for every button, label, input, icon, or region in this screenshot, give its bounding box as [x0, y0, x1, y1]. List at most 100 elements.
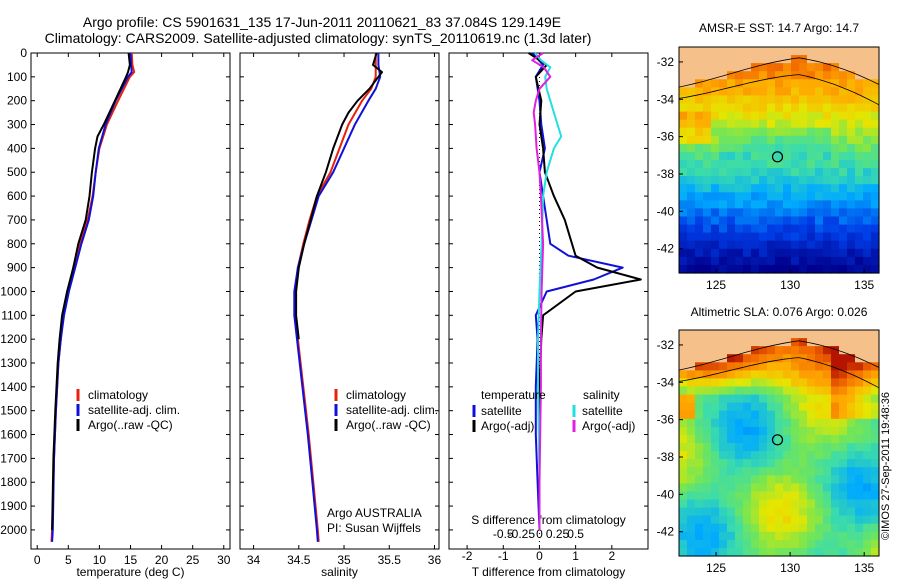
- map-cell: [695, 111, 704, 121]
- map-cell: [703, 127, 712, 137]
- map-cell: [679, 95, 688, 105]
- map-cell: [791, 79, 800, 88]
- map-cell: [839, 184, 848, 193]
- map-cell: [735, 483, 744, 493]
- map-cell: [759, 168, 768, 177]
- map-cell: [727, 168, 736, 177]
- map-cell: [791, 499, 800, 509]
- map-cell: [799, 151, 808, 161]
- map-cell: [759, 483, 768, 493]
- map-cell: [727, 491, 736, 501]
- map-cell: [823, 362, 832, 371]
- map-cell: [799, 160, 808, 169]
- map-cell: [799, 443, 808, 452]
- map-cell: [679, 539, 688, 549]
- series-line-difference-4: [531, 52, 552, 530]
- map-cell: [719, 451, 728, 460]
- map-cell: [863, 539, 872, 549]
- map-cell: [735, 475, 744, 484]
- map-cell: [807, 443, 816, 452]
- map-cell: [847, 434, 856, 444]
- map-cell: [855, 434, 864, 444]
- salinity-tick-label: 35.5: [378, 553, 402, 567]
- depth-tick-label: 200: [7, 94, 27, 108]
- map-cell: [735, 95, 744, 105]
- map-cell: [855, 547, 864, 557]
- map-cell: [799, 232, 808, 242]
- map-cell: [855, 224, 864, 234]
- map-cell: [743, 176, 752, 185]
- map-cell: [783, 47, 792, 56]
- map-cell: [815, 87, 824, 97]
- map-cell: [815, 547, 824, 557]
- map-cell: [695, 192, 704, 201]
- map-cell: [847, 378, 856, 388]
- map-cell: [711, 248, 720, 258]
- map-cell: [791, 160, 800, 169]
- map-cell: [807, 467, 816, 476]
- map-cell: [703, 160, 712, 169]
- map-cell: [775, 216, 784, 226]
- map-cell: [687, 434, 696, 444]
- map-cell: [743, 515, 752, 525]
- map-cell: [847, 248, 856, 258]
- map-cell: [783, 63, 792, 72]
- map-cell: [767, 515, 776, 525]
- map-lat-label: -34: [657, 92, 675, 106]
- map-cell: [791, 168, 800, 177]
- map-cell: [751, 394, 760, 404]
- map-cell: [839, 410, 848, 420]
- map-cell: [775, 232, 784, 242]
- map-cell: [767, 192, 776, 201]
- map-cell: [791, 378, 800, 388]
- map-cell: [791, 370, 800, 380]
- map-cell: [855, 192, 864, 201]
- series-line-difference-3: [534, 52, 563, 530]
- map-cell: [727, 378, 736, 388]
- map-cell: [695, 151, 704, 161]
- map-cell: [759, 338, 768, 347]
- map-cell: [871, 135, 880, 145]
- map-cell: [679, 475, 688, 484]
- map-cell: [735, 499, 744, 509]
- map-cell: [839, 370, 848, 380]
- map-cell: [727, 95, 736, 105]
- map-cell: [767, 264, 776, 274]
- map-cell: [759, 531, 768, 541]
- map-cell: [791, 216, 800, 226]
- map-cell: [871, 160, 880, 169]
- map-cell: [823, 47, 832, 56]
- map-cell: [823, 216, 832, 226]
- map-cell: [759, 547, 768, 557]
- map-cell: [751, 168, 760, 177]
- map-cell: [783, 111, 792, 121]
- map-cell: [759, 192, 768, 201]
- map-cell: [695, 127, 704, 137]
- map-cell: [703, 184, 712, 193]
- map-cell: [783, 176, 792, 185]
- map-cell: [855, 135, 864, 145]
- map-cell: [719, 378, 728, 388]
- map-cell: [687, 515, 696, 525]
- map-cell: [767, 47, 776, 56]
- map-cell: [775, 459, 784, 468]
- map-cell: [799, 248, 808, 258]
- map-cell: [719, 176, 728, 185]
- map-cell: [815, 531, 824, 541]
- map-cell: [743, 370, 752, 380]
- map-cell: [703, 135, 712, 145]
- map-cell: [823, 386, 832, 396]
- t-diff-axis-label: T difference from climatology: [472, 565, 626, 579]
- map-cell: [759, 143, 768, 153]
- map-cell: [743, 184, 752, 193]
- temperature-tick-label: 20: [155, 553, 169, 567]
- salinity-tick-label: 35: [337, 553, 351, 567]
- map-cell: [799, 370, 808, 380]
- map-cell: [703, 346, 712, 355]
- map-cell: [759, 523, 768, 533]
- map-cell: [679, 426, 688, 436]
- map-cell: [767, 354, 776, 363]
- map-cell: [855, 330, 864, 339]
- map-cell: [703, 232, 712, 242]
- map-cell: [775, 111, 784, 121]
